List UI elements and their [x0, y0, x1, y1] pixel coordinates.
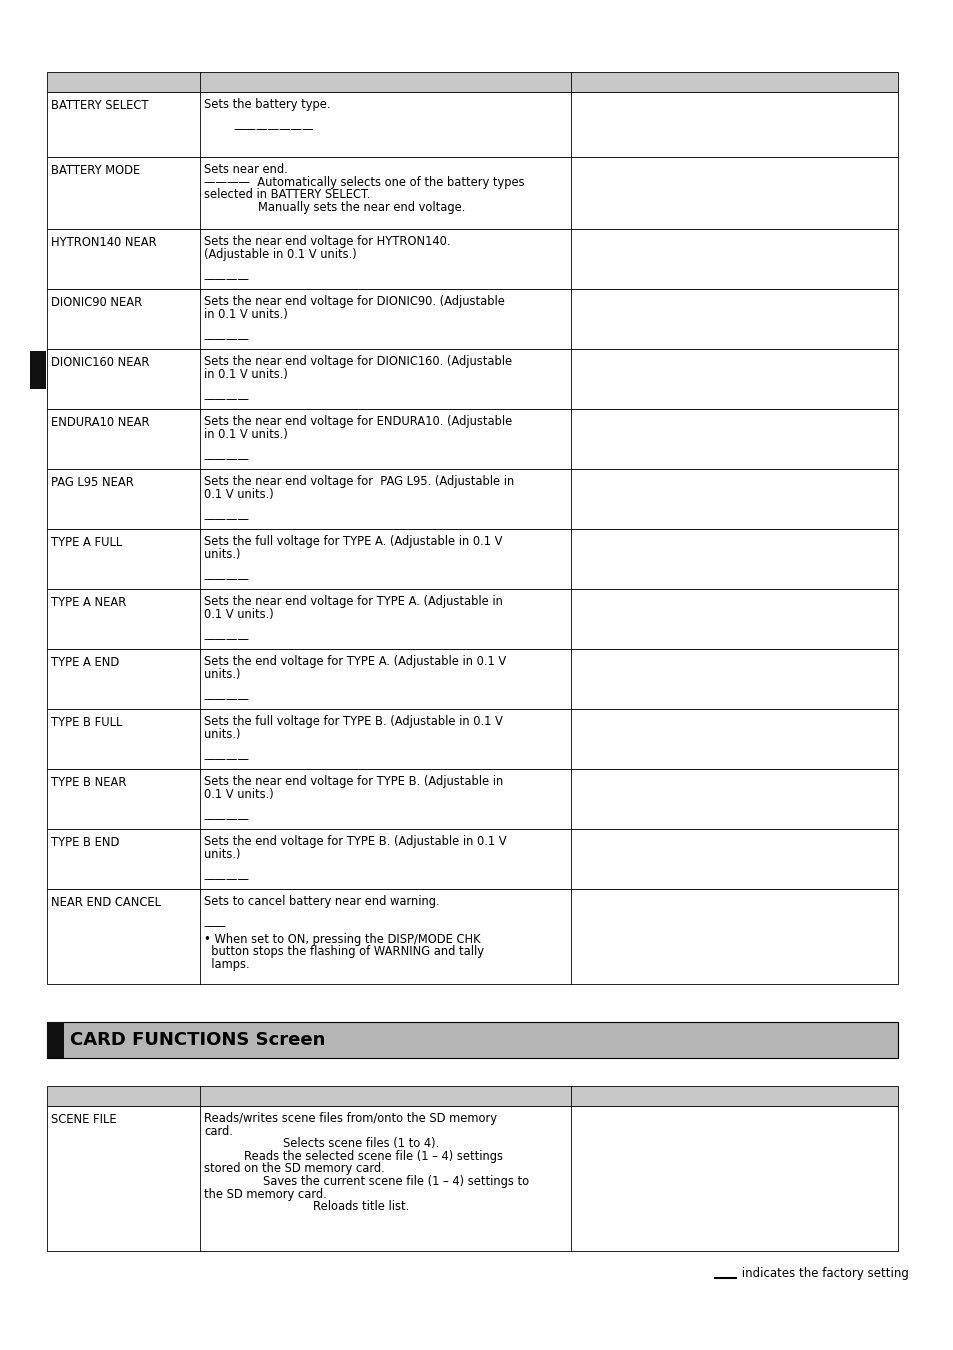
Text: Sets the near end voltage for TYPE B. (Adjustable in: Sets the near end voltage for TYPE B. (A… — [204, 775, 502, 788]
Text: ————: ———— — [204, 813, 250, 826]
Text: Sets the battery type.: Sets the battery type. — [204, 99, 330, 111]
Text: Sets the near end voltage for DIONIC90. (Adjustable: Sets the near end voltage for DIONIC90. … — [204, 296, 504, 308]
Text: NEAR END CANCEL: NEAR END CANCEL — [51, 896, 161, 909]
Text: ——: —— — [204, 921, 227, 933]
Text: Reloads title list.: Reloads title list. — [313, 1200, 409, 1214]
Text: DIONIC90 NEAR: DIONIC90 NEAR — [51, 296, 143, 309]
Text: TYPE B END: TYPE B END — [51, 836, 120, 849]
Text: ————: ———— — [204, 693, 250, 706]
Text: Sets to cancel battery near end warning.: Sets to cancel battery near end warning. — [204, 895, 439, 909]
Text: Sets the near end voltage for ENDURA10. (Adjustable: Sets the near end voltage for ENDURA10. … — [204, 414, 512, 428]
Text: BATTERY MODE: BATTERY MODE — [51, 163, 141, 177]
Text: 0.1 V units.): 0.1 V units.) — [204, 787, 274, 801]
Bar — [47, 350, 897, 409]
Text: Sets the end voltage for TYPE B. (Adjustable in 0.1 V: Sets the end voltage for TYPE B. (Adjust… — [204, 836, 506, 848]
Text: Sets the near end voltage for DIONIC160. (Adjustable: Sets the near end voltage for DIONIC160.… — [204, 355, 512, 369]
Text: ————: ———— — [204, 393, 250, 406]
Text: stored on the SD memory card.: stored on the SD memory card. — [204, 1162, 384, 1176]
Bar — [47, 289, 897, 350]
Bar — [47, 1022, 64, 1058]
Text: Sets near end.: Sets near end. — [204, 163, 288, 176]
Bar — [30, 351, 46, 389]
Bar — [47, 1106, 897, 1251]
Bar — [47, 769, 897, 829]
Text: TYPE A NEAR: TYPE A NEAR — [51, 595, 127, 609]
Text: units.): units.) — [204, 548, 240, 560]
Text: ————: ———— — [204, 273, 250, 286]
Text: DIONIC160 NEAR: DIONIC160 NEAR — [51, 356, 150, 369]
Text: PAG L95 NEAR: PAG L95 NEAR — [51, 477, 134, 489]
Bar — [47, 890, 897, 984]
Text: (Adjustable in 0.1 V units.): (Adjustable in 0.1 V units.) — [204, 247, 356, 261]
Text: TYPE B FULL: TYPE B FULL — [51, 716, 123, 729]
Text: TYPE A END: TYPE A END — [51, 656, 119, 670]
Text: ENDURA10 NEAR: ENDURA10 NEAR — [51, 416, 150, 429]
Text: ————: ———— — [204, 452, 250, 466]
Text: button stops the flashing of WARNING and tally: button stops the flashing of WARNING and… — [204, 945, 483, 958]
Text: Sets the full voltage for TYPE B. (Adjustable in 0.1 V: Sets the full voltage for TYPE B. (Adjus… — [204, 716, 502, 728]
Bar — [47, 409, 897, 468]
Text: BATTERY SELECT: BATTERY SELECT — [51, 99, 149, 112]
Text: Selects scene files (1 to 4).: Selects scene files (1 to 4). — [283, 1137, 439, 1150]
Text: Sets the near end voltage for HYTRON140.: Sets the near end voltage for HYTRON140. — [204, 235, 450, 248]
Bar — [47, 829, 897, 890]
Bar — [47, 709, 897, 769]
Bar — [47, 468, 897, 529]
Text: selected in BATTERY SELECT.: selected in BATTERY SELECT. — [204, 188, 370, 201]
Text: card.: card. — [204, 1125, 233, 1138]
Text: in 0.1 V units.): in 0.1 V units.) — [204, 367, 288, 381]
Text: SCENE FILE: SCENE FILE — [51, 1112, 117, 1126]
Text: Sets the near end voltage for TYPE A. (Adjustable in: Sets the near end voltage for TYPE A. (A… — [204, 595, 502, 608]
Bar — [47, 157, 897, 230]
Text: • When set to ON, pressing the DISP/MODE CHK: • When set to ON, pressing the DISP/MODE… — [204, 933, 480, 946]
Bar — [47, 92, 897, 157]
Bar — [47, 649, 897, 709]
Text: in 0.1 V units.): in 0.1 V units.) — [204, 428, 288, 440]
Text: 0.1 V units.): 0.1 V units.) — [204, 608, 274, 621]
Text: ———————: ——————— — [233, 123, 314, 136]
Text: ————: ———— — [204, 633, 250, 645]
Text: units.): units.) — [204, 848, 240, 860]
Text: in 0.1 V units.): in 0.1 V units.) — [204, 308, 288, 320]
Text: units.): units.) — [204, 728, 240, 741]
Text: Sets the full voltage for TYPE A. (Adjustable in 0.1 V: Sets the full voltage for TYPE A. (Adjus… — [204, 535, 502, 548]
Text: units.): units.) — [204, 668, 240, 680]
Text: ————: ———— — [204, 873, 250, 886]
Text: ————: ———— — [204, 513, 250, 526]
Text: ————  Automatically selects one of the battery types: ———— Automatically selects one of the ba… — [204, 176, 524, 189]
Text: Reads/writes scene files from/onto the SD memory: Reads/writes scene files from/onto the S… — [204, 1112, 497, 1125]
Text: CARD FUNCTIONS Screen: CARD FUNCTIONS Screen — [71, 1031, 325, 1049]
Text: Saves the current scene file (1 – 4) settings to: Saves the current scene file (1 – 4) set… — [263, 1174, 529, 1188]
Bar — [47, 1085, 897, 1106]
Text: HYTRON140 NEAR: HYTRON140 NEAR — [51, 236, 157, 248]
Bar — [47, 1022, 897, 1058]
Bar — [47, 230, 897, 289]
Text: 0.1 V units.): 0.1 V units.) — [204, 487, 274, 501]
Text: Sets the near end voltage for  PAG L95. (Adjustable in: Sets the near end voltage for PAG L95. (… — [204, 475, 514, 487]
Text: TYPE A FULL: TYPE A FULL — [51, 536, 123, 549]
Bar — [47, 72, 897, 92]
Text: TYPE B NEAR: TYPE B NEAR — [51, 776, 127, 788]
Text: the SD memory card.: the SD memory card. — [204, 1188, 326, 1200]
Bar — [47, 589, 897, 649]
Text: Reads the selected scene file (1 – 4) settings: Reads the selected scene file (1 – 4) se… — [243, 1150, 502, 1162]
Text: Sets the end voltage for TYPE A. (Adjustable in 0.1 V: Sets the end voltage for TYPE A. (Adjust… — [204, 655, 506, 668]
Text: lamps.: lamps. — [204, 958, 250, 971]
Text: indicates the factory setting: indicates the factory setting — [738, 1268, 908, 1280]
Text: ————: ———— — [204, 333, 250, 346]
Text: Manually sets the near end voltage.: Manually sets the near end voltage. — [258, 201, 465, 213]
Text: ————: ———— — [204, 572, 250, 586]
Text: ————: ———— — [204, 753, 250, 765]
Bar — [47, 529, 897, 589]
